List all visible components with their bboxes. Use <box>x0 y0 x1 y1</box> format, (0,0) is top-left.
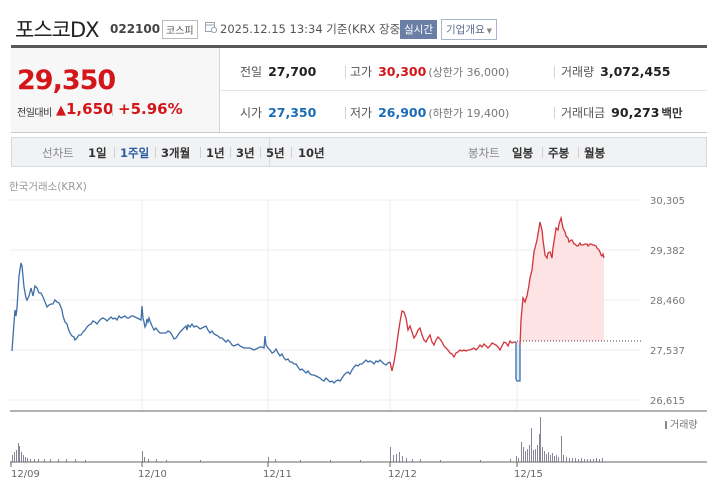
x-tick: 12/11 <box>263 469 292 480</box>
divider <box>554 66 555 78</box>
divider <box>345 66 346 78</box>
row-divider <box>221 90 707 91</box>
divider <box>114 147 115 158</box>
current-price: 29,350 <box>17 65 116 96</box>
price-line-down <box>11 262 391 384</box>
tab-daily-candle[interactable]: 일봉 <box>512 146 534 160</box>
tab-3m[interactable]: 3개월 <box>161 146 191 160</box>
tab-5y[interactable]: 5년 <box>266 146 285 160</box>
tab-10y[interactable]: 10년 <box>298 146 325 160</box>
high-value: 30,300 <box>378 64 427 79</box>
divider <box>112 104 113 116</box>
x-tick: 12/10 <box>138 469 167 480</box>
price-line-1215-down <box>515 342 521 382</box>
line-chart-label: 선차트 <box>42 146 74 160</box>
change-value: ▲1,650 <box>56 100 113 118</box>
change-amount: 1,650 <box>66 100 114 118</box>
prev-close-label: 전일 <box>240 65 263 79</box>
tab-1y[interactable]: 1년 <box>206 146 225 160</box>
low-label: 저가 <box>350 106 373 120</box>
upper-limit: (상한가 36,000) <box>428 66 510 79</box>
data-source: 한국거래소(KRX) <box>9 181 87 193</box>
price-line-1215-up <box>519 215 605 346</box>
x-axis: 12/09 12/10 12/11 12/12 12/15 <box>11 469 543 480</box>
prev-close: 전일 27,700 <box>240 63 316 80</box>
divider <box>345 107 346 119</box>
divider <box>155 147 156 158</box>
trade-value-amount: 90,273 <box>611 105 660 120</box>
open-value: 27,350 <box>268 105 317 120</box>
tab-1w[interactable]: 1주일 <box>120 146 150 160</box>
quote-timestamp: 2025.12.15 13:34 기준(KRX 장중) <box>220 22 405 36</box>
volume: 거래량 3,072,455 <box>561 63 671 80</box>
divider <box>260 147 261 158</box>
y-axis: 30,305 29,382 28,460 27,537 26,615 <box>650 196 685 407</box>
chevron-down-icon: ▼ <box>486 27 493 35</box>
up-fill-area <box>520 218 604 341</box>
tab-monthly-candle[interactable]: 월봉 <box>584 146 606 160</box>
change-label: 전일대비 <box>17 108 52 119</box>
low-value: 26,900 <box>378 105 427 120</box>
down-fill-area <box>516 341 520 381</box>
calendar-clock-icon <box>205 22 217 33</box>
tab-group-divider <box>269 138 270 166</box>
y-tick: 29,382 <box>650 246 685 257</box>
price-chart[interactable]: 30,305 29,382 28,460 27,537 26,615 거래량 <box>0 190 707 491</box>
trade-value-unit: 백만 <box>661 106 683 120</box>
y-tick: 28,460 <box>650 296 685 307</box>
divider <box>230 147 231 158</box>
divider <box>578 147 579 158</box>
volume-legend-label: 거래량 <box>670 419 698 431</box>
current-price-box: 29,350 전일대비 ▲1,650 +5.96% <box>11 48 220 132</box>
stock-header: 포스코DX 022100 코스피 2025.12.15 13:34 기준(KRX… <box>0 0 707 46</box>
high-label: 고가 <box>350 65 373 79</box>
x-tick: 12/09 <box>11 469 40 480</box>
low-price: 저가 26,900 (하한가 19,400) <box>350 104 509 121</box>
divider <box>200 147 201 158</box>
market-badge: 코스피 <box>162 20 198 39</box>
chart-period-tabs: 선차트 1일 1주일 3개월 1년 3년 5년 10년 봉차트 일봉 주봉 월봉 <box>11 137 707 167</box>
open-label: 시가 <box>240 106 263 120</box>
trade-value: 거래대금 90,273 백만 <box>561 104 683 121</box>
y-tick: 30,305 <box>650 196 685 207</box>
tab-1d[interactable]: 1일 <box>88 146 107 160</box>
realtime-badge: 실시간 <box>400 20 437 39</box>
price-line-up <box>389 310 516 372</box>
x-axis-ticks <box>10 462 518 467</box>
divider <box>291 147 292 158</box>
x-tick: 12/15 <box>514 469 543 480</box>
y-tick: 27,537 <box>650 346 685 357</box>
company-overview-label: 기업개요 <box>446 24 485 36</box>
stock-name: 포스코DX <box>15 18 100 42</box>
stock-code: 022100 <box>110 22 161 36</box>
up-arrow-icon: ▲ <box>56 103 66 118</box>
y-tick: 26,615 <box>650 396 685 407</box>
company-overview-button[interactable]: 기업개요 ▼ <box>441 19 498 40</box>
prev-close-value: 27,700 <box>268 64 317 79</box>
divider <box>542 147 543 158</box>
lower-limit: (하한가 19,400) <box>428 107 510 120</box>
open-price: 시가 27,350 <box>240 104 316 121</box>
candle-chart-label: 봉차트 <box>468 146 500 160</box>
tab-weekly-candle[interactable]: 주봉 <box>548 146 570 160</box>
volume-label: 거래량 <box>561 65 595 79</box>
volume-legend-swatch <box>665 421 667 429</box>
x-tick: 12/12 <box>388 469 417 480</box>
tab-3y[interactable]: 3년 <box>236 146 255 160</box>
divider <box>554 107 555 119</box>
trade-value-label: 거래대금 <box>561 106 606 120</box>
quote-panel: 29,350 전일대비 ▲1,650 +5.96% 전일 27,700 고가 30,… <box>11 45 707 133</box>
change-percent: +5.96% <box>118 100 183 118</box>
volume-bars <box>12 417 603 462</box>
high-price: 고가 30,300 (상한가 36,000) <box>350 63 509 80</box>
volume-value: 3,072,455 <box>600 64 671 79</box>
